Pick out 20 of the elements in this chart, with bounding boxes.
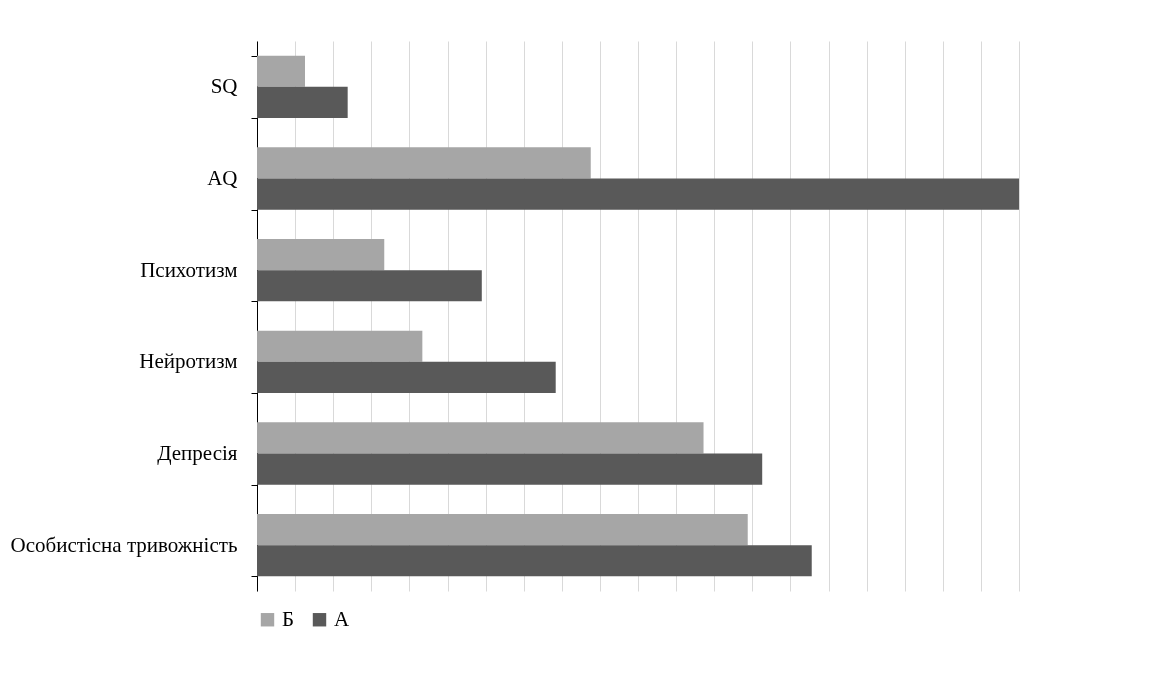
y-tick-label: Особистісна тривожність: [10, 532, 238, 557]
bar: [257, 147, 591, 179]
y-tick-label: Психотизм: [140, 257, 238, 282]
bar: [257, 270, 482, 302]
y-tick-label: Нейротизм: [139, 349, 238, 374]
bar: [257, 239, 385, 271]
legend-label: А: [334, 606, 350, 631]
y-tick-label: AQ: [207, 166, 238, 190]
bar: [257, 361, 556, 393]
bar: [257, 422, 704, 454]
y-tick-label: SQ: [210, 74, 238, 99]
bar: [257, 86, 348, 118]
bar: [257, 55, 306, 87]
bar: [257, 545, 812, 577]
bar: [257, 330, 423, 362]
bar: [257, 514, 748, 546]
bar: [257, 178, 1019, 210]
y-tick-label: Депресія: [157, 441, 238, 465]
bar: [257, 453, 763, 485]
legend-label: Б: [282, 606, 295, 631]
